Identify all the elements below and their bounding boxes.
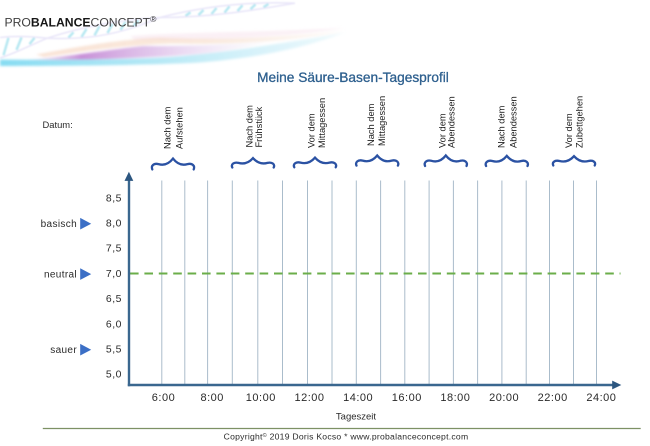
svg-text:sauer: sauer <box>50 345 77 356</box>
svg-text:Aufstehen: Aufstehen <box>175 107 185 149</box>
svg-text:Tageszeit: Tageszeit <box>336 412 376 423</box>
svg-text:Copyright© 2019 Doris Kocso *: Copyright© 2019 Doris Kocso * www.probal… <box>224 432 469 442</box>
svg-text:Vor dem: Vor dem <box>437 113 447 148</box>
svg-text:12:00: 12:00 <box>294 392 324 404</box>
svg-text:8,5: 8,5 <box>106 193 122 204</box>
svg-text:7,5: 7,5 <box>106 244 122 255</box>
svg-text:Nach dem: Nach dem <box>496 105 506 148</box>
svg-text:PROBALANCECONCEPT®: PROBALANCECONCEPT® <box>5 14 158 29</box>
svg-text:8,0: 8,0 <box>106 219 122 230</box>
svg-text:Abendessen: Abendessen <box>508 96 518 148</box>
svg-text:6,0: 6,0 <box>106 319 122 330</box>
svg-text:5,5: 5,5 <box>106 345 122 356</box>
svg-text:7,0: 7,0 <box>106 269 122 280</box>
svg-text:20:00: 20:00 <box>489 392 519 404</box>
svg-text:6,5: 6,5 <box>106 294 122 305</box>
svg-text:Abendessen: Abendessen <box>447 96 457 148</box>
svg-text:24:00: 24:00 <box>586 392 616 404</box>
svg-text:Vor dem: Vor dem <box>307 113 317 148</box>
svg-text:neutral: neutral <box>44 269 77 280</box>
svg-text:Zubettgehen: Zubettgehen <box>575 96 585 148</box>
svg-text:14:00: 14:00 <box>343 392 373 404</box>
svg-text:Vor dem: Vor dem <box>564 113 574 148</box>
svg-text:Datum:: Datum: <box>43 119 73 130</box>
svg-text:22:00: 22:00 <box>538 392 568 404</box>
svg-text:Nach dem: Nach dem <box>163 106 173 149</box>
svg-text:basisch: basisch <box>41 219 77 230</box>
svg-text:16:00: 16:00 <box>392 392 422 404</box>
svg-text:8:00: 8:00 <box>200 392 223 404</box>
svg-text:Nach dem: Nach dem <box>366 103 376 146</box>
svg-text:Nach dem: Nach dem <box>244 105 254 148</box>
svg-text:Mittagessen: Mittagessen <box>377 96 387 146</box>
svg-text:18:00: 18:00 <box>440 392 470 404</box>
svg-text:Mittagessen: Mittagessen <box>317 98 327 148</box>
svg-text:Frühstück: Frühstück <box>254 106 264 147</box>
svg-text:6:00: 6:00 <box>152 392 175 404</box>
svg-text:Meine Säure-Basen-Tagesprofil: Meine Säure-Basen-Tagesprofil <box>257 70 449 85</box>
svg-text:5,0: 5,0 <box>106 370 122 381</box>
svg-text:10:00: 10:00 <box>246 392 276 404</box>
